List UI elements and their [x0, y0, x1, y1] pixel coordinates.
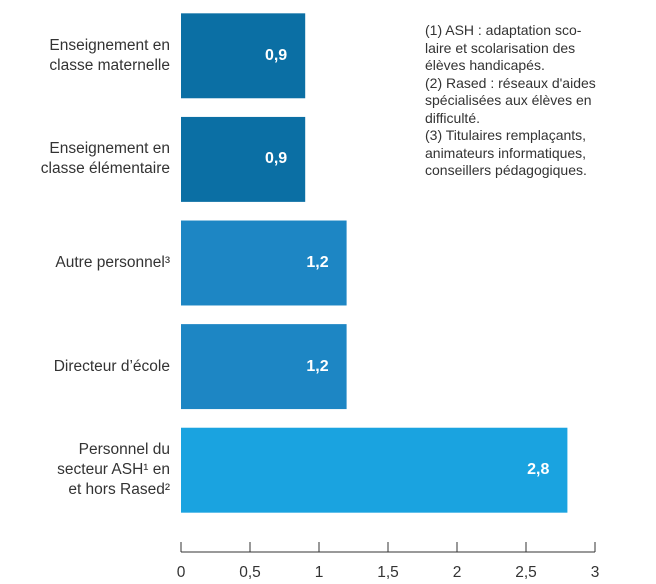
bar	[181, 220, 347, 306]
footnote: (1) ASH : adaptation sco- laire et scola…	[425, 22, 596, 178]
value-label: 0,9	[264, 150, 288, 168]
x-tick-label: 1,5	[377, 564, 399, 581]
bar	[181, 116, 306, 202]
x-tick-label: 0	[176, 564, 186, 581]
y-tick-label: Autre personnel³	[55, 254, 170, 271]
x-tick-label: 2	[452, 564, 462, 581]
x-tick-label: 3	[590, 564, 600, 581]
x-tick-label: 0,5	[239, 564, 261, 581]
y-tick-label: Personnel du secteur ASH¹ en et hors Ras…	[57, 441, 170, 499]
x-tick-label: 2,5	[515, 564, 537, 581]
value-label: 1,2	[306, 357, 329, 375]
value-label: 1,2	[306, 254, 329, 271]
x-tick-label: 1	[314, 564, 324, 581]
y-tick-label: Enseignement en classe maternelle	[49, 36, 170, 74]
y-tick-label: Enseignement en classe élémentaire	[40, 140, 170, 178]
bar	[181, 13, 306, 99]
value-label: 2,8	[527, 461, 550, 479]
value-label: 0,9	[264, 46, 288, 64]
y-tick-label: Directeur d’école	[53, 357, 170, 375]
bar	[181, 324, 347, 410]
bar	[181, 427, 568, 513]
